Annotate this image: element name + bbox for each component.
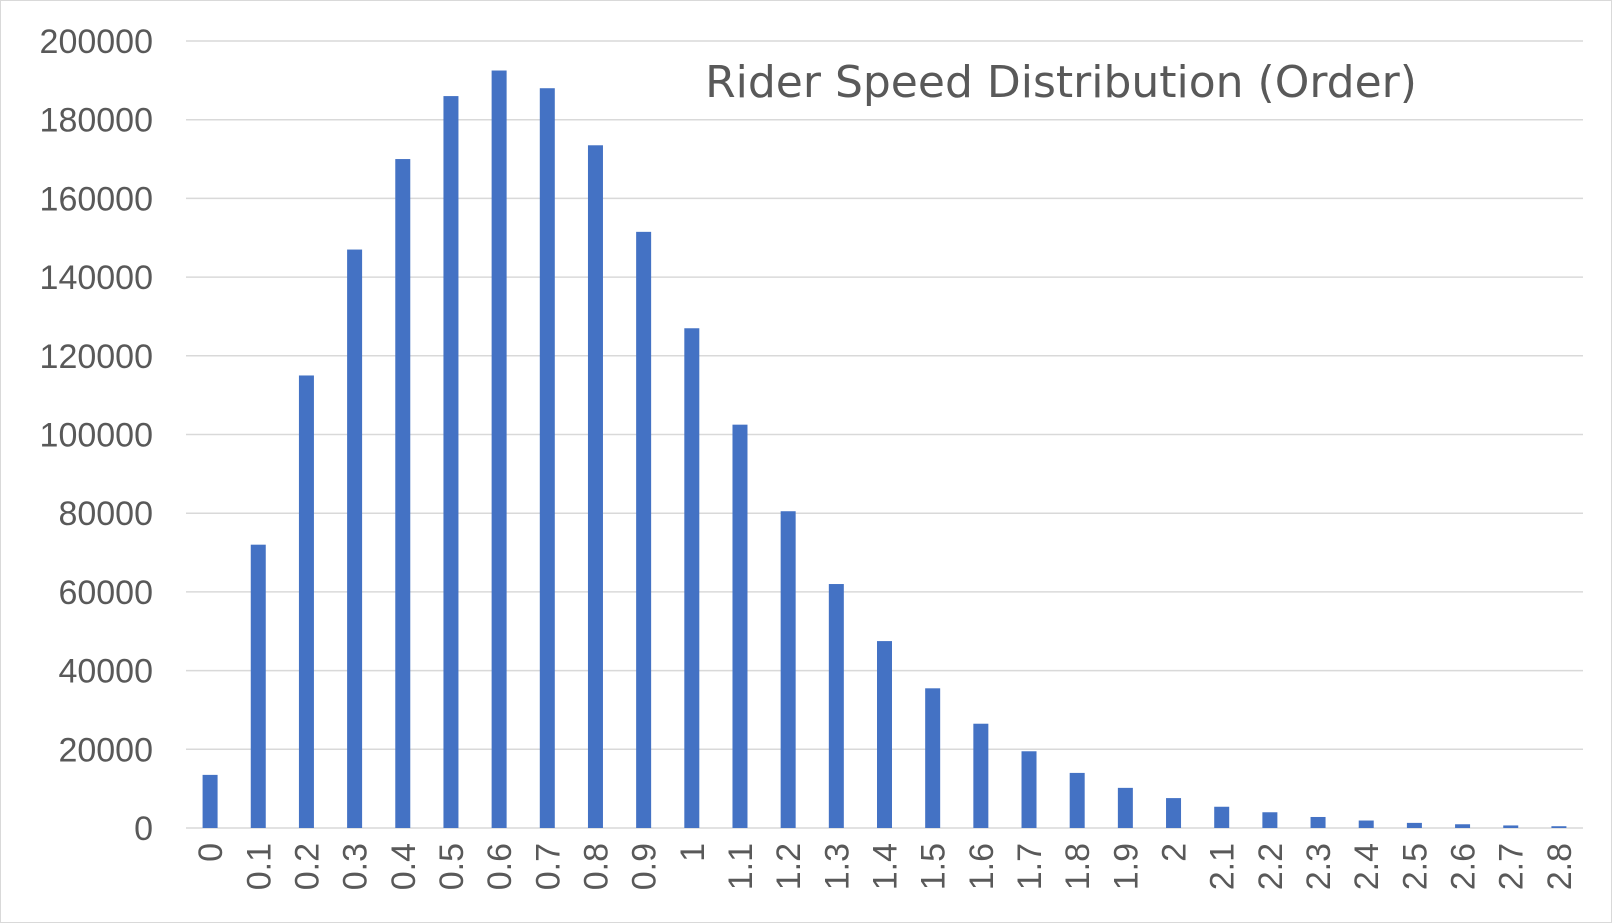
x-tick-label: 2.3 bbox=[1300, 843, 1338, 890]
y-tick-label: 80000 bbox=[58, 495, 153, 533]
bar-2.4 bbox=[1358, 820, 1374, 828]
x-tick-label: 0.3 bbox=[337, 843, 375, 890]
bar-1.2 bbox=[780, 511, 796, 828]
y-tick-label: 60000 bbox=[58, 574, 153, 612]
gridlines bbox=[186, 40, 1583, 829]
bar-0.1 bbox=[250, 544, 266, 828]
bar-2.6 bbox=[1455, 824, 1471, 828]
x-tick-label: 1.5 bbox=[915, 843, 953, 890]
x-tick-label: 1.9 bbox=[1107, 843, 1145, 890]
bar-0.5 bbox=[443, 96, 459, 829]
x-tick-label: 2.4 bbox=[1348, 843, 1386, 890]
bar-2.2 bbox=[1262, 812, 1278, 828]
bar-2.8 bbox=[1551, 826, 1567, 828]
bar-0 bbox=[202, 774, 218, 828]
x-tick-label: 2.7 bbox=[1493, 843, 1531, 890]
y-tick-label: 0 bbox=[134, 810, 153, 848]
x-tick-label: 2.2 bbox=[1252, 843, 1290, 890]
bar-2.7 bbox=[1503, 825, 1519, 828]
bars bbox=[202, 70, 1567, 829]
y-tick-label: 140000 bbox=[40, 259, 153, 297]
y-axis-ticks: 0 20000 40000 60000 80000 100000 120000 140000 1… bbox=[40, 23, 153, 848]
bar-0.7 bbox=[539, 88, 555, 829]
x-tick-label: 1 bbox=[674, 843, 712, 862]
bar-0.6 bbox=[491, 70, 507, 828]
bar-0.4 bbox=[395, 159, 411, 829]
x-tick-label: 0.1 bbox=[240, 843, 278, 890]
x-tick-label: 0.2 bbox=[288, 843, 326, 890]
x-tick-label: 0.8 bbox=[577, 843, 615, 890]
bar-1.5 bbox=[925, 688, 941, 828]
x-tick-label: 2 bbox=[1156, 843, 1194, 862]
x-tick-label: 0 bbox=[192, 843, 230, 862]
y-tick-label: 120000 bbox=[40, 338, 153, 376]
bar-0.8 bbox=[587, 145, 603, 829]
y-tick-label: 180000 bbox=[40, 102, 153, 140]
y-tick-label: 100000 bbox=[40, 417, 153, 455]
bar-2.3 bbox=[1310, 816, 1326, 828]
bar-1.9 bbox=[1117, 787, 1133, 828]
x-tick-label: 1.2 bbox=[770, 843, 808, 890]
x-tick-label: 2.8 bbox=[1541, 843, 1579, 890]
bar-1.1 bbox=[732, 424, 748, 828]
x-tick-label: 0.5 bbox=[433, 843, 471, 890]
x-tick-label: 2.5 bbox=[1396, 843, 1434, 890]
x-axis-ticks: 0 0.1 0.2 0.3 0.4 0.5 0.6 0.7 0.8 0.9 1 1.1 1.2 1.3 1.… bbox=[192, 843, 1579, 890]
bar-0.2 bbox=[298, 375, 314, 828]
bar-0.9 bbox=[636, 231, 652, 828]
bar-2.5 bbox=[1406, 822, 1422, 828]
x-tick-label: 1.7 bbox=[1011, 843, 1049, 890]
x-tick-label: 2.1 bbox=[1204, 843, 1242, 890]
bar-1.3 bbox=[828, 584, 844, 828]
bar-2 bbox=[1166, 798, 1182, 828]
bar-1.7 bbox=[1021, 751, 1037, 828]
bar-2.1 bbox=[1214, 806, 1230, 828]
x-tick-label: 0.6 bbox=[481, 843, 519, 890]
y-tick-label: 20000 bbox=[58, 731, 153, 769]
bar-1.8 bbox=[1069, 772, 1085, 828]
x-tick-label: 1.6 bbox=[963, 843, 1001, 890]
x-tick-label: 2.6 bbox=[1445, 843, 1483, 890]
bar-1.6 bbox=[973, 723, 989, 828]
x-tick-label: 0.9 bbox=[626, 843, 664, 890]
x-tick-label: 1.8 bbox=[1059, 843, 1097, 890]
bar-1 bbox=[684, 328, 700, 828]
bar-1.4 bbox=[877, 641, 892, 828]
x-tick-label: 1.4 bbox=[867, 843, 905, 890]
x-tick-label: 1.1 bbox=[722, 843, 760, 890]
chart-title: Rider Speed Distribution (Order) bbox=[705, 57, 1417, 108]
y-tick-label: 160000 bbox=[40, 180, 153, 218]
x-tick-label: 0.7 bbox=[529, 843, 567, 890]
x-tick-label: 1.3 bbox=[818, 843, 856, 890]
y-tick-label: 40000 bbox=[58, 653, 153, 691]
y-tick-label: 200000 bbox=[40, 23, 153, 61]
bar-0.3 bbox=[347, 249, 363, 828]
x-tick-label: 0.4 bbox=[385, 843, 423, 890]
